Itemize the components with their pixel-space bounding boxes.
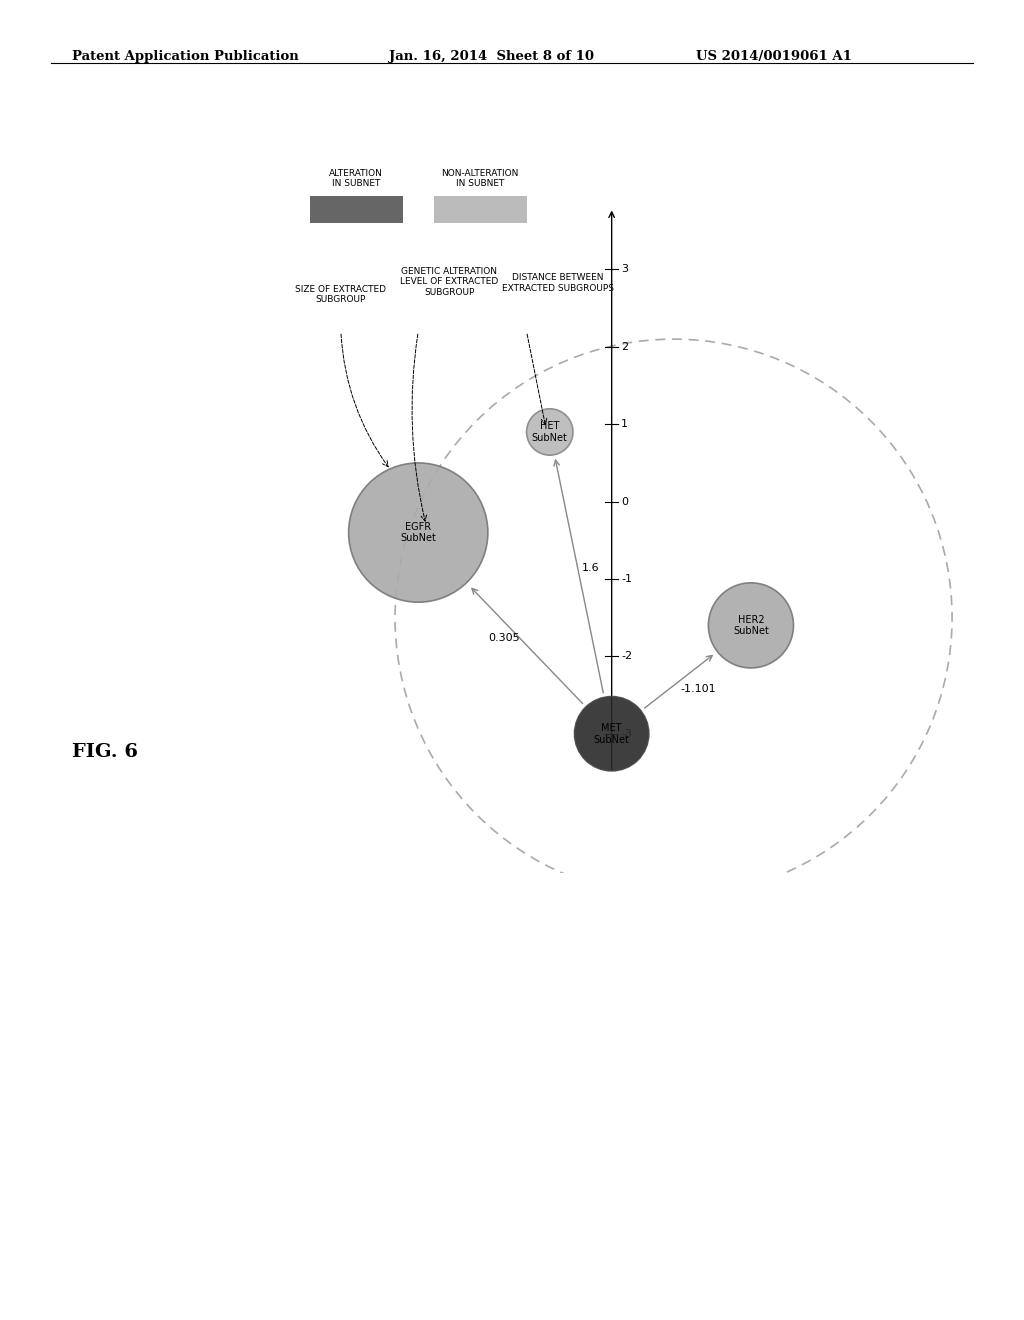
Text: SIZE OF EXTRACTED
SUBGROUP: SIZE OF EXTRACTED SUBGROUP <box>295 285 386 305</box>
Text: NON-ALTERATION
IN SUBNET: NON-ALTERATION IN SUBNET <box>441 169 519 189</box>
Text: EGFR
SubNet: EGFR SubNet <box>400 521 436 544</box>
Text: 3: 3 <box>621 264 628 275</box>
Text: -1: -1 <box>621 574 632 583</box>
Bar <box>434 195 526 223</box>
Text: 1.6: 1.6 <box>582 562 600 573</box>
Text: GENETIC ALTERATION
LEVEL OF EXTRACTED
SUBGROUP: GENETIC ALTERATION LEVEL OF EXTRACTED SU… <box>400 267 499 297</box>
Text: ALTERATION
IN SUBNET: ALTERATION IN SUBNET <box>330 169 383 189</box>
Circle shape <box>348 463 487 602</box>
Text: 1: 1 <box>621 420 628 429</box>
Circle shape <box>574 697 649 771</box>
Text: US 2014/0019061 A1: US 2014/0019061 A1 <box>696 50 852 63</box>
Text: 0: 0 <box>621 496 628 507</box>
Text: 0.305: 0.305 <box>487 632 519 643</box>
Text: DISTANCE BETWEEN
EXTRACTED SUBGROUPS: DISTANCE BETWEEN EXTRACTED SUBGROUPS <box>502 273 613 293</box>
Text: -3: -3 <box>621 729 632 739</box>
Text: FIG. 6: FIG. 6 <box>72 743 137 762</box>
Circle shape <box>526 409 573 455</box>
Circle shape <box>709 583 794 668</box>
Text: MET
SubNet: MET SubNet <box>594 723 630 744</box>
Text: 2: 2 <box>621 342 628 352</box>
Bar <box>310 195 402 223</box>
Text: HER2
SubNet: HER2 SubNet <box>733 615 769 636</box>
Text: -2: -2 <box>621 651 632 661</box>
Text: HET
SubNet: HET SubNet <box>531 421 567 442</box>
Text: Patent Application Publication: Patent Application Publication <box>72 50 298 63</box>
Text: Jan. 16, 2014  Sheet 8 of 10: Jan. 16, 2014 Sheet 8 of 10 <box>389 50 594 63</box>
Text: -1.101: -1.101 <box>681 684 716 694</box>
